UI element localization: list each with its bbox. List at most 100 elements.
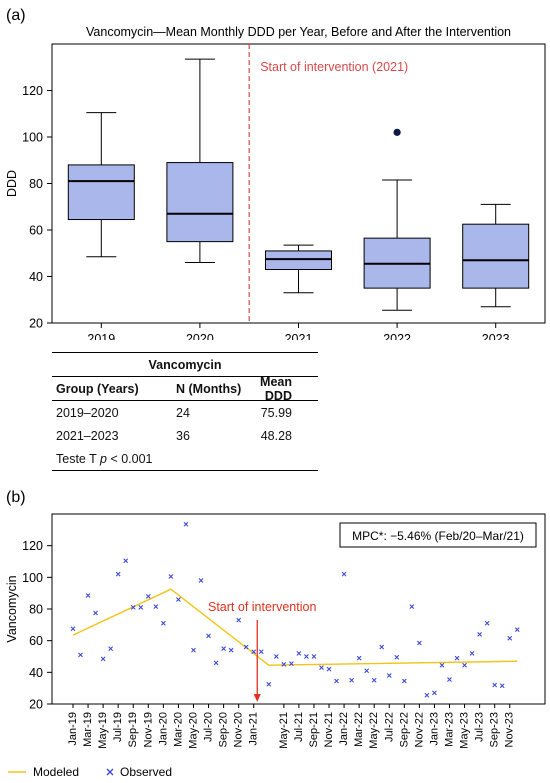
legend-label-observed: Observed: [120, 765, 172, 779]
x-tick-label: 2022: [383, 332, 411, 340]
x-tick-label: Sep-19: [127, 712, 139, 747]
observed-point: [379, 644, 385, 650]
observed-point: [213, 660, 219, 666]
intervention-label: Start of intervention (2021): [260, 60, 408, 74]
panel-label: (b): [6, 489, 26, 506]
observed-point: [477, 631, 483, 637]
table-cell: 2021–2023: [56, 428, 119, 443]
observed-point: [236, 617, 242, 623]
table-header-row: Group (Years) N (Months) Mean DDD: [52, 374, 318, 403]
x-tick-label: Jan-20: [157, 712, 169, 746]
x-tick-label: Jul-20: [203, 712, 215, 742]
observed-point: [447, 677, 452, 682]
table-title: Vancomycin: [148, 357, 222, 372]
box: [265, 250, 332, 271]
observed-point: [145, 593, 151, 599]
observed-point: [176, 597, 181, 602]
observed-point: [183, 521, 189, 527]
observed-point: [123, 558, 129, 564]
observed-point: [243, 644, 249, 650]
table-footer-p: p: [100, 451, 107, 466]
observed-point: [160, 620, 166, 626]
observed-point: [304, 654, 309, 659]
y-tick-label: 40: [29, 666, 43, 680]
observed-point: [432, 690, 437, 696]
observed-point: [401, 678, 407, 684]
y-tick-label: 60: [29, 634, 43, 648]
observed-point: [386, 673, 392, 678]
mpc-annotation: MPC*: −5.46% (Feb/20–Mar/21): [352, 529, 524, 543]
legend-swatch-observed: [106, 768, 114, 776]
observed-point: [153, 604, 159, 610]
x-tick-label: Mar-19: [82, 712, 94, 747]
y-tick-label: 80: [29, 603, 43, 617]
observed-point: [228, 647, 234, 653]
x-tick-label: Sep-22: [398, 712, 410, 747]
y-tick-label: 120: [22, 539, 43, 553]
observed-point: [484, 620, 490, 626]
modeled-line: [72, 588, 518, 666]
box: [166, 162, 234, 243]
observed-point: [138, 605, 144, 610]
table-cell: 24: [176, 405, 190, 420]
intervention-arrowhead: [253, 694, 261, 702]
y-tick-label: 80: [29, 177, 43, 191]
mpc-annotation-box: [339, 522, 537, 548]
observed-point: [439, 662, 445, 668]
table-row: 2019–2020 24 75.99: [52, 401, 318, 424]
observed-point: [93, 610, 98, 616]
observed-point: [326, 666, 332, 672]
y-tick-label: 40: [29, 270, 43, 284]
legend-label-modeled: Modeled: [33, 765, 79, 779]
observed-point: [85, 593, 91, 598]
x-tick-label: Mar-23: [444, 712, 456, 747]
x-tick-label: May-19: [97, 712, 109, 749]
observed-point: [364, 668, 370, 674]
observed-point: [251, 649, 257, 655]
x-tick-label: Sep-20: [218, 712, 230, 747]
observed-point: [168, 574, 174, 579]
observed-point: [115, 571, 121, 577]
x-tick-label: Nov-19: [142, 712, 154, 747]
table-row: 2021–2023 36 48.28: [52, 424, 318, 447]
observed-point: [198, 578, 204, 583]
x-tick-label: Mar-20: [172, 712, 184, 747]
boxplot-chart: (a) Vancomycin—Mean Monthly DDD per Year,…: [5, 7, 546, 340]
table-header-mean: Mean DDD: [260, 374, 292, 403]
observed-point: [341, 571, 347, 577]
box: [67, 164, 135, 221]
observed-point: [394, 654, 400, 660]
intervention-label: Start of intervention: [208, 600, 316, 614]
chart-title: Vancomycin—Mean Monthly DDD per Year, Be…: [86, 25, 511, 39]
observed-point: [371, 677, 377, 683]
observed-point: [334, 678, 339, 684]
table-cell: 36: [176, 428, 190, 443]
table-cell: 75.99: [260, 405, 292, 420]
observed-point: [514, 627, 520, 632]
observed-point: [206, 633, 211, 639]
table-footer-prefix: Teste T: [56, 451, 101, 466]
table-rule: [52, 376, 318, 377]
x-tick-label: May-23: [459, 712, 471, 749]
x-tick-label: Jul-23: [474, 712, 486, 742]
observed-point: [258, 649, 264, 655]
table-header-n: N (Months): [176, 381, 242, 396]
y-tick-label: 60: [29, 224, 43, 238]
observed-point: [311, 654, 317, 659]
observed-point: [108, 646, 114, 651]
observed-point: [221, 646, 226, 651]
observed-point: [273, 654, 279, 659]
observed-point: [288, 661, 294, 667]
observed-point: [78, 652, 83, 658]
y-tick-label: 100: [22, 131, 43, 145]
observed-point: [281, 662, 287, 667]
table-cell: 2019–2020: [56, 405, 119, 420]
observed-point: [356, 655, 362, 661]
y-tick-label: 100: [22, 571, 43, 585]
table-cell: 48.28: [260, 428, 292, 443]
x-tick-label: Nov-22: [413, 712, 425, 747]
observed-point: [100, 656, 106, 662]
x-tick-label: 2019: [87, 332, 115, 340]
table-bottom-rule: [52, 470, 318, 471]
